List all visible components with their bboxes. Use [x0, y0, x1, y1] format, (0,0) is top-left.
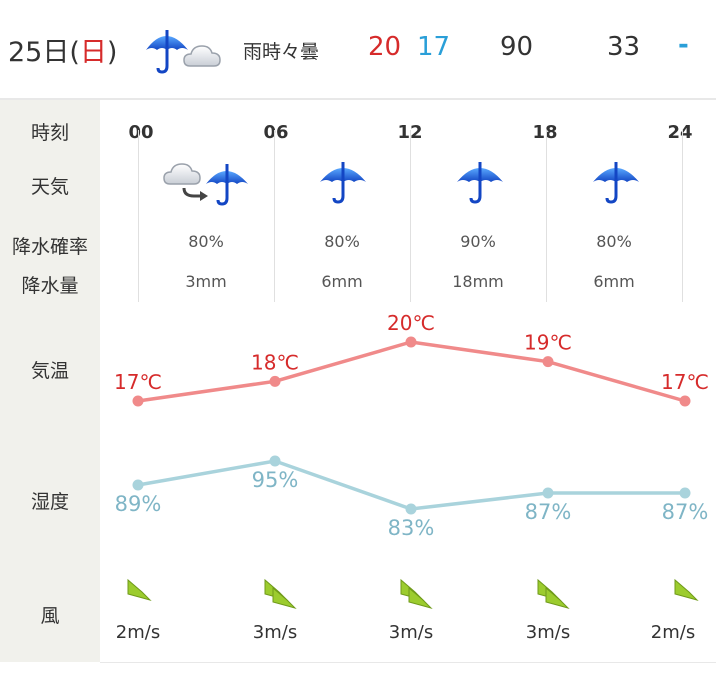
humidity-label: 87% [525, 500, 572, 524]
precip-probability: 90 [500, 32, 534, 62]
temperature-point [269, 375, 281, 387]
umbrella-icon [457, 162, 503, 204]
humidity-point [405, 503, 417, 515]
time-separator [682, 130, 683, 302]
wind-direction-arrow-icon [264, 578, 297, 609]
day-of-week: 日 [79, 37, 107, 68]
umbrella-icon [593, 162, 639, 204]
temperature-point [542, 356, 554, 368]
humidity-label: 87% [662, 500, 709, 524]
hour-label: 24 [667, 122, 693, 143]
row-label-weather: 天気 [30, 176, 69, 198]
day-summary-row: 25日(日) 雨時々曇 20 17 90 33 - [0, 0, 716, 98]
time-separator [546, 130, 547, 302]
date-prefix: 25日( [8, 37, 80, 68]
time-separator [138, 130, 139, 302]
temperature-label: 17℃ [114, 370, 162, 394]
date-label: 25日(日) [8, 30, 117, 69]
block-precip-prob: 80% [188, 232, 224, 251]
row-label-precip-amount: 降水量 [21, 275, 79, 297]
wind-direction-arrow-icon [674, 578, 699, 601]
humidity-point [132, 479, 144, 491]
block-precip-amount: 3mm [185, 272, 227, 291]
rain-then-cloudy-icon [146, 30, 221, 74]
bottom-divider [100, 662, 716, 663]
wind-direction-arrow-icon [127, 578, 152, 601]
temperature-label: 19℃ [524, 331, 572, 355]
header-divider [0, 98, 716, 100]
wind-direction-arrow-icon [400, 578, 433, 609]
date-suffix: ) [106, 37, 118, 68]
block-precip-amount: 6mm [321, 272, 363, 291]
row-label-temperature: 気温 [30, 360, 69, 382]
wind-speed: 3m/s [525, 622, 571, 643]
wind-direction-arrow-icon [537, 578, 570, 609]
row-label-column [0, 100, 100, 662]
humidity-point [269, 455, 281, 467]
umbrella-icon [320, 162, 366, 204]
wind-speed: 2m/s [650, 622, 696, 643]
row-label-precip-prob: 降水確率 [11, 236, 88, 258]
precip-amount: 33 [607, 32, 641, 62]
block-precip-prob: 80% [596, 232, 632, 251]
wind-summary: - [678, 30, 689, 60]
block-precip-amount: 18mm [452, 272, 504, 291]
temperature-point [132, 395, 144, 407]
temperature-label: 20℃ [387, 311, 435, 335]
block-precip-prob: 90% [460, 232, 496, 251]
humidity-label: 89% [115, 492, 162, 516]
wind-speed: 3m/s [252, 622, 298, 643]
row-label-wind: 風 [40, 605, 60, 627]
time-separator [410, 130, 411, 302]
hour-label: 00 [128, 122, 154, 143]
block-precip-prob: 80% [324, 232, 360, 251]
humidity-point [542, 487, 554, 499]
wind-speed: 3m/s [388, 622, 434, 643]
cloudy-then-rain-icon [163, 163, 248, 206]
temperature-point [405, 336, 417, 348]
temperature-label: 17℃ [661, 370, 709, 394]
hour-label: 06 [263, 122, 289, 143]
temperature-line [137, 340, 686, 403]
temperature-label: 18℃ [251, 350, 299, 374]
temp-low: 17 [417, 32, 451, 62]
humidity-label: 95% [252, 468, 299, 492]
humidity-label: 83% [388, 516, 435, 540]
wind-speed: 2m/s [115, 622, 161, 643]
temp-high: 20 [368, 32, 402, 62]
temperature-point [679, 395, 691, 407]
time-separator [274, 130, 275, 302]
hour-label: 18 [532, 122, 558, 143]
humidity-line [137, 459, 685, 511]
block-precip-amount: 6mm [593, 272, 635, 291]
weather-description: 雨時々曇 [243, 41, 320, 63]
row-label-time: 時刻 [30, 122, 69, 144]
humidity-point [679, 487, 691, 499]
row-label-humidity: 湿度 [30, 491, 69, 513]
